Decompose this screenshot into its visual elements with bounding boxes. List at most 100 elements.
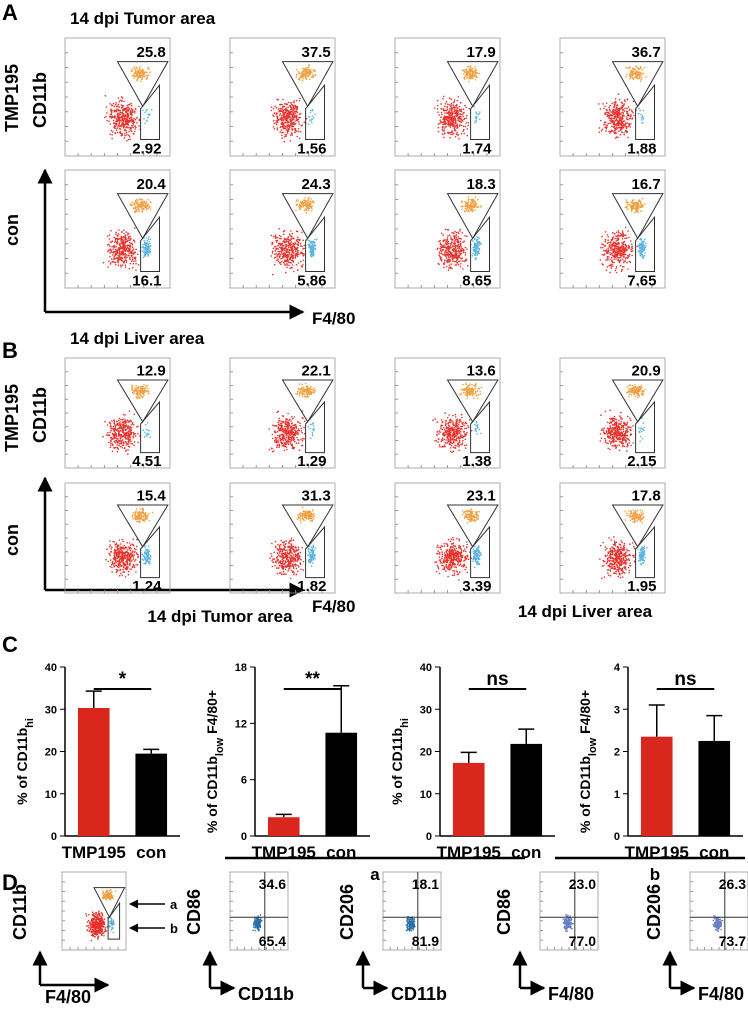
event-dot <box>644 238 646 241</box>
event-dot <box>307 123 310 125</box>
event-dot <box>640 244 643 246</box>
event-dot <box>299 424 302 427</box>
event-dot <box>640 247 642 250</box>
event-dot <box>276 127 279 129</box>
event-dot <box>138 76 141 78</box>
event-dot <box>295 432 297 435</box>
event-dot <box>284 102 286 105</box>
event-dot <box>286 248 288 251</box>
event-dot <box>130 109 132 112</box>
event-dot <box>274 234 277 237</box>
event-dot <box>136 122 138 124</box>
event-dot <box>287 437 290 440</box>
event-dot <box>622 266 624 268</box>
event-dot <box>291 433 293 435</box>
event-dot <box>474 237 476 240</box>
event-dot <box>450 105 452 108</box>
gate <box>446 61 499 108</box>
event-dot <box>122 413 125 416</box>
event-dot <box>632 100 635 103</box>
event-dot <box>150 201 152 204</box>
event-dot <box>276 121 279 123</box>
event-dot <box>313 70 316 73</box>
event-dot <box>467 199 470 201</box>
event-dot <box>309 251 312 254</box>
event-dot <box>113 236 115 239</box>
event-dot <box>312 75 314 78</box>
event-dot <box>131 75 134 77</box>
gate-percent: 18.3 <box>466 176 495 193</box>
event-dot <box>637 77 639 80</box>
event-dot <box>287 412 289 415</box>
event-dot <box>300 438 302 441</box>
event-dot <box>287 432 290 435</box>
event-dot <box>299 245 302 247</box>
event-dot <box>630 248 632 251</box>
event-dot <box>284 427 287 430</box>
event-dot <box>305 212 308 214</box>
event-dot <box>123 426 125 429</box>
event-dot <box>135 269 137 271</box>
event-dot <box>464 207 467 210</box>
event-dot <box>131 385 133 388</box>
gate-percent: 16.7 <box>631 176 660 193</box>
event-dot <box>635 65 637 68</box>
event-dot <box>295 430 298 433</box>
event-dot <box>613 254 616 256</box>
event-dot <box>290 101 292 104</box>
event-dot <box>641 204 643 207</box>
event-dot <box>626 126 628 128</box>
event-dot <box>121 231 123 234</box>
event-dot <box>283 449 286 452</box>
event-dot <box>468 66 470 68</box>
event-dot <box>613 130 615 133</box>
event-dot <box>618 260 621 262</box>
event-dot <box>272 120 275 122</box>
event-dot <box>135 207 137 210</box>
event-dot <box>458 251 461 254</box>
event-dot <box>140 206 142 208</box>
event-dot <box>300 74 303 76</box>
event-dot <box>129 262 132 265</box>
event-dot <box>478 244 480 246</box>
gate-percent: 16.1 <box>132 273 161 290</box>
event-dot <box>465 106 468 109</box>
event-dot <box>272 273 274 276</box>
event-dot <box>295 75 298 78</box>
event-dot <box>446 243 449 245</box>
group-label: a <box>370 865 380 884</box>
event-dot <box>133 240 136 243</box>
event-dot <box>113 433 116 436</box>
event-dot <box>447 245 450 247</box>
event-dot <box>111 258 113 260</box>
event-dot <box>616 124 618 126</box>
event-dot <box>311 243 314 246</box>
event-dot <box>109 431 111 434</box>
event-dot <box>132 119 135 122</box>
event-dot <box>478 237 481 239</box>
event-dot <box>457 231 459 233</box>
event-dot <box>615 267 617 270</box>
event-dot <box>622 232 624 235</box>
event-dot <box>449 244 452 247</box>
event-dot <box>301 431 303 434</box>
event-dot <box>137 386 139 389</box>
event-dot <box>130 431 133 434</box>
event-dot <box>277 260 280 263</box>
event-dot <box>602 246 604 249</box>
event-dot <box>311 122 313 124</box>
event-dot <box>135 262 137 265</box>
event-dot <box>605 249 608 251</box>
event-dot <box>454 118 457 121</box>
event-dot <box>280 120 283 122</box>
event-dot <box>476 243 478 245</box>
event-dot <box>113 109 115 112</box>
event-dot <box>306 206 308 209</box>
event-dot <box>146 76 148 79</box>
event-dot <box>631 72 633 75</box>
event-dot <box>312 117 315 119</box>
event-dot <box>123 244 126 247</box>
event-dot <box>442 245 445 248</box>
event-dot <box>622 246 625 248</box>
event-dot <box>446 253 449 256</box>
